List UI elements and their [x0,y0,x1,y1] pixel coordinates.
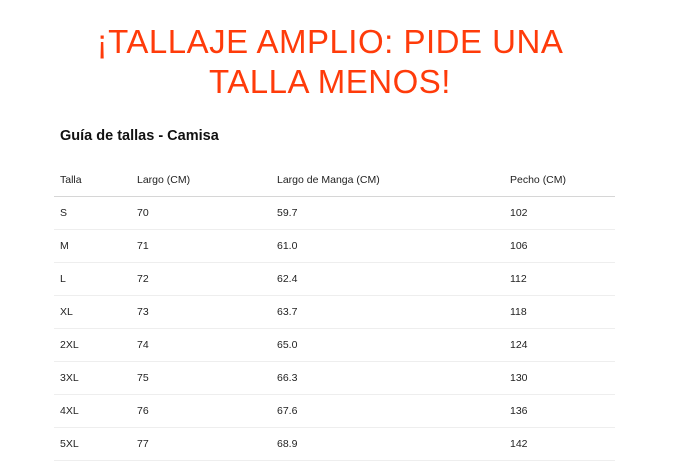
cell-length: 73 [131,295,271,329]
table-row: L 72 62.4 112 [54,262,615,296]
cell-sleeve: 66.3 [271,361,504,395]
cell-chest: 136 [504,394,615,428]
cell-size: 3XL [54,361,131,395]
table-row: 2XL 74 65.0 124 [54,328,615,362]
cell-chest: 130 [504,361,615,395]
cell-sleeve: 62.4 [271,262,504,296]
header-length: Largo (CM) [131,164,271,197]
size-guide-title: Guía de tallas - Camisa [60,128,219,144]
cell-sleeve: 61.0 [271,229,504,263]
table-header-row: Talla Largo (CM) Largo de Manga (CM) Pec… [54,164,615,197]
cell-length: 77 [131,427,271,461]
sizing-banner: ¡TALLAJE AMPLIO: PIDE UNA TALLA MENOS! [96,23,564,100]
cell-size: S [54,196,131,230]
table-row: M 71 61.0 106 [54,229,615,263]
size-table: Talla Largo (CM) Largo de Manga (CM) Pec… [54,164,615,461]
cell-chest: 142 [504,427,615,461]
cell-length: 76 [131,394,271,428]
cell-size: XL [54,295,131,329]
cell-size: 4XL [54,394,131,428]
cell-sleeve: 68.9 [271,427,504,461]
cell-size: L [54,262,131,296]
table-row: 5XL 77 68.9 142 [54,427,615,461]
table-row: 3XL 75 66.3 130 [54,361,615,395]
cell-chest: 112 [504,262,615,296]
table-row: S 70 59.7 102 [54,196,615,230]
header-sleeve: Largo de Manga (CM) [271,164,504,197]
cell-length: 74 [131,328,271,362]
cell-sleeve: 65.0 [271,328,504,362]
cell-chest: 102 [504,196,615,230]
cell-sleeve: 63.7 [271,295,504,329]
cell-chest: 124 [504,328,615,362]
cell-length: 72 [131,262,271,296]
cell-size: M [54,229,131,263]
cell-size: 5XL [54,427,131,461]
cell-chest: 118 [504,295,615,329]
cell-sleeve: 59.7 [271,196,504,230]
header-chest: Pecho (CM) [504,164,615,197]
cell-size: 2XL [54,328,131,362]
cell-sleeve: 67.6 [271,394,504,428]
table-row: 4XL 76 67.6 136 [54,394,615,428]
table-row: XL 73 63.7 118 [54,295,615,329]
cell-length: 75 [131,361,271,395]
cell-length: 71 [131,229,271,263]
cell-length: 70 [131,196,271,230]
cell-chest: 106 [504,229,615,263]
header-size: Talla [54,164,131,197]
